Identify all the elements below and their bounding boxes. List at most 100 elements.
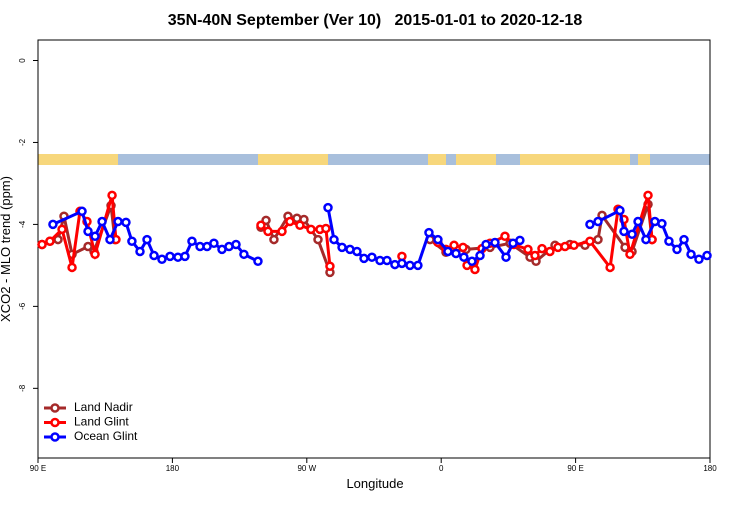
ocean-strip <box>38 154 710 165</box>
point <box>694 254 704 264</box>
land-strip <box>520 154 630 165</box>
point <box>285 216 295 227</box>
land-strip <box>428 154 446 165</box>
point <box>633 216 643 227</box>
point <box>105 234 115 245</box>
point <box>135 246 145 257</box>
point <box>501 252 511 262</box>
point <box>467 256 477 267</box>
point <box>367 252 377 262</box>
point <box>523 244 533 255</box>
y-tick-label: -4 <box>18 220 27 228</box>
point <box>180 251 190 262</box>
point <box>451 248 461 259</box>
point <box>187 236 197 246</box>
legend-marker <box>50 417 60 428</box>
point <box>615 205 625 216</box>
legend-marker <box>50 432 60 442</box>
point <box>45 236 55 246</box>
point <box>664 236 674 246</box>
point <box>530 250 540 261</box>
point <box>672 244 682 255</box>
point <box>500 231 510 242</box>
point <box>90 249 100 260</box>
point <box>702 250 712 261</box>
point <box>424 227 434 238</box>
point <box>585 219 595 230</box>
point <box>323 202 333 213</box>
point <box>382 255 392 266</box>
x-tick-label: 90 E <box>30 464 46 473</box>
point <box>657 218 667 229</box>
point <box>53 234 63 245</box>
point <box>67 262 77 273</box>
point <box>263 226 273 237</box>
y-tick-label: -2 <box>18 138 27 146</box>
point <box>313 234 323 245</box>
point <box>329 234 339 245</box>
x-tick-label: 180 <box>703 464 717 473</box>
point <box>627 229 637 239</box>
point <box>458 242 468 253</box>
point <box>443 246 453 257</box>
x-axis-label: Longitude <box>346 476 403 491</box>
point <box>269 234 279 245</box>
point <box>585 236 595 246</box>
point <box>560 241 570 252</box>
point <box>142 234 152 245</box>
point <box>37 239 47 250</box>
point <box>413 260 423 271</box>
point <box>686 249 696 260</box>
y-tick-label: 0 <box>18 58 27 63</box>
point <box>593 216 603 227</box>
y-tick-label: -8 <box>18 384 27 392</box>
point <box>57 224 67 235</box>
point <box>256 220 266 230</box>
point <box>569 240 579 251</box>
point <box>641 234 651 245</box>
point <box>121 217 131 228</box>
point <box>325 261 335 271</box>
point <box>490 237 500 248</box>
legend-label: Land Glint <box>74 415 129 429</box>
point <box>77 206 87 217</box>
point <box>97 216 107 227</box>
point <box>397 258 407 269</box>
point <box>321 223 331 234</box>
point <box>359 253 369 264</box>
point <box>352 246 362 257</box>
land-strip <box>38 154 118 165</box>
point <box>306 224 316 235</box>
x-tick-label: 90 W <box>297 464 316 473</box>
x-tick-label: 180 <box>166 464 180 473</box>
y-tick-label: -6 <box>18 302 27 310</box>
plot-frame <box>37 39 711 459</box>
point <box>253 256 263 267</box>
point <box>295 220 305 230</box>
point <box>625 249 635 260</box>
point <box>459 252 469 262</box>
point <box>165 251 175 262</box>
point <box>107 190 117 201</box>
land-strip <box>258 154 328 165</box>
point <box>48 219 58 230</box>
point <box>619 226 629 237</box>
point <box>605 262 615 273</box>
point <box>545 246 555 257</box>
x-tick-label: 90 E <box>567 464 583 473</box>
point <box>209 238 219 249</box>
point <box>679 234 689 245</box>
map-strip <box>38 154 710 165</box>
point <box>405 260 415 271</box>
point <box>537 243 547 254</box>
point <box>433 234 443 245</box>
point <box>481 239 491 250</box>
point <box>231 239 241 250</box>
land-strip <box>638 154 650 165</box>
point <box>277 226 287 237</box>
point <box>83 226 93 237</box>
point <box>449 240 459 251</box>
point <box>149 250 159 261</box>
point <box>337 242 347 253</box>
